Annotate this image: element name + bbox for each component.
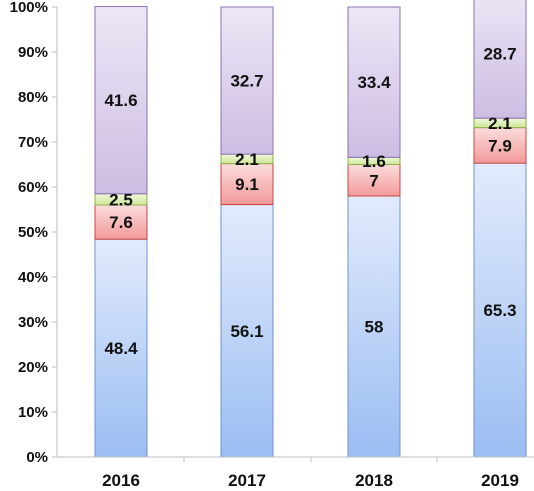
- data-label: 33.4: [357, 73, 391, 92]
- bar-segment-2016-s3: [94, 6, 148, 195]
- data-label: 32.7: [230, 72, 263, 91]
- bar-segment-2019-s0: [473, 162, 527, 458]
- data-label: 48.4: [104, 339, 138, 358]
- y-tick-label: 40%: [18, 269, 48, 286]
- y-tick-label: 0%: [26, 449, 48, 466]
- y-tick-label: 30%: [18, 314, 48, 331]
- y-tick-label: 100%: [10, 0, 48, 16]
- bar-segment-2018-s1: [347, 164, 401, 197]
- y-tick-label: 10%: [18, 404, 48, 421]
- data-label: 2.1: [235, 150, 259, 169]
- bar-segment-2016-s1: [94, 204, 148, 240]
- data-label: 7: [369, 171, 378, 190]
- data-label: 2.1: [488, 114, 512, 133]
- data-label: 2.5: [109, 190, 133, 209]
- x-category-label: 2016: [102, 471, 140, 490]
- data-label: 58: [365, 318, 384, 337]
- bar-segment-2019-s3: [473, 0, 527, 119]
- x-category-label: 2019: [481, 471, 519, 490]
- data-label: 65.3: [483, 301, 516, 320]
- data-label: 7.6: [109, 213, 133, 232]
- data-label: 1.6: [362, 152, 386, 171]
- y-tick-label: 80%: [18, 89, 48, 106]
- data-label: 7.9: [488, 136, 512, 155]
- data-label: 9.1: [235, 175, 259, 194]
- data-label: 41.6: [104, 91, 137, 110]
- bar-segment-2016-s0: [94, 238, 148, 458]
- y-tick-label: 50%: [18, 224, 48, 241]
- x-category-label: 2018: [355, 471, 393, 490]
- y-tick-label: 60%: [18, 179, 48, 196]
- y-tick-label: 90%: [18, 44, 48, 61]
- data-label: 56.1: [230, 322, 263, 341]
- y-tick-label: 20%: [18, 359, 48, 376]
- bar-segment-2017-s0: [220, 204, 274, 458]
- bar-segment-2018-s3: [347, 6, 401, 158]
- x-category-label: 2017: [228, 471, 266, 490]
- bar-segment-2017-s3: [220, 6, 274, 155]
- data-label: 28.7: [483, 45, 516, 64]
- y-tick-label: 70%: [18, 134, 48, 151]
